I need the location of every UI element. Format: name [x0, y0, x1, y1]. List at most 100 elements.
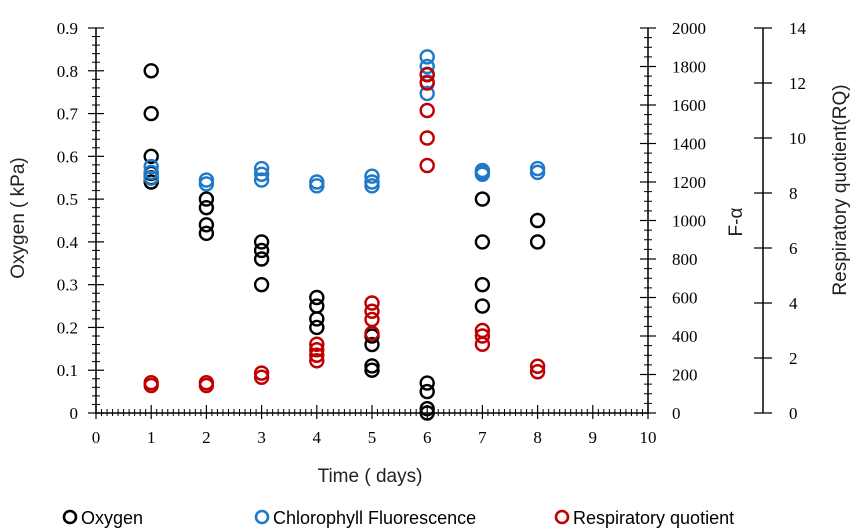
legend-marker: [62, 509, 78, 525]
data-point: [419, 383, 435, 400]
y-tick-label: 0.7: [57, 105, 79, 124]
y2-tick-label: 1600: [672, 96, 706, 115]
x-tick-label: 5: [368, 428, 377, 447]
legend-label: Oxygen: [81, 508, 143, 528]
data-point: [364, 311, 380, 328]
data-point: [364, 295, 380, 311]
data-point: [474, 166, 491, 183]
data-point: [198, 199, 215, 216]
legend-label: Chlorophyll Fluorescence: [273, 508, 476, 528]
data-point: [309, 289, 325, 306]
data-point: [474, 191, 491, 207]
y-tick-label: 0.3: [57, 276, 78, 295]
x-tick-label: 1: [147, 428, 156, 447]
y-tick-label: 0.1: [57, 361, 78, 380]
data-point: [419, 102, 435, 119]
data-point: [419, 130, 435, 146]
x-tick-label: 2: [202, 428, 211, 447]
data-point: [419, 401, 435, 417]
x-tick-label: 7: [478, 428, 487, 447]
data-point: [143, 148, 159, 165]
data-point: [474, 328, 491, 344]
data-point: [309, 319, 325, 336]
legend-marker: [554, 509, 570, 525]
x-tick-label: 8: [533, 428, 542, 447]
data-point: [419, 75, 435, 91]
data-point: [364, 168, 380, 184]
y-tick-label: 0.2: [57, 318, 78, 337]
y2-tick-label: 1200: [672, 173, 706, 192]
data-point: [143, 158, 159, 175]
y3-tick-label: 12: [789, 74, 806, 93]
y2-tick-label: 0: [672, 404, 681, 423]
data-point: [143, 375, 159, 391]
data-point: [419, 405, 435, 421]
data-point: [198, 225, 215, 242]
y-tick-label: 0.8: [57, 62, 78, 81]
data-point: [309, 347, 325, 363]
data-point: [309, 298, 325, 314]
data-point: [529, 358, 546, 374]
x-tick-label: 3: [257, 428, 266, 447]
data-point: [419, 157, 435, 174]
y-tick-label: 0.4: [57, 233, 79, 252]
y2-tick-label: 600: [672, 289, 698, 308]
data-point: [309, 178, 325, 194]
y3-tick-label: 0: [789, 404, 798, 423]
data-point: [364, 303, 380, 319]
x-tick-label: 10: [640, 428, 657, 447]
y-axis-label: Oxygen ( kPa): [8, 157, 29, 278]
data-point: [529, 164, 546, 181]
data-point: [253, 172, 270, 188]
y3-tick-label: 6: [789, 239, 798, 258]
y2-tick-label: 1000: [672, 212, 706, 231]
data-point: [364, 362, 380, 378]
y3-tick-label: 4: [789, 294, 798, 313]
data-point: [309, 336, 325, 352]
data-point: [198, 217, 215, 233]
y3-tick-label: 8: [789, 184, 798, 203]
data-point: [364, 336, 380, 353]
data-point: [253, 166, 270, 183]
x-tick-label: 6: [423, 428, 432, 447]
data-point: [143, 105, 159, 122]
y-tick-label: 0.5: [57, 190, 78, 209]
data-point: [364, 358, 380, 374]
data-point: [419, 85, 435, 102]
data-point: [143, 170, 159, 186]
data-point: [253, 242, 270, 259]
y3-tick-label: 14: [789, 19, 807, 38]
data-point: [474, 234, 491, 250]
data-point: [529, 364, 546, 380]
data-point: [198, 375, 215, 391]
data-point: [253, 276, 270, 293]
y2-tick-label: 800: [672, 250, 698, 269]
data-point: [253, 234, 270, 250]
data-point: [309, 311, 325, 327]
data-point: [253, 365, 270, 381]
data-point: [474, 276, 491, 293]
x-tick-label: 0: [92, 428, 101, 447]
data-point: [198, 176, 215, 192]
y3-axis-label: Respiratory quotient(RQ): [830, 84, 851, 295]
y2-tick-label: 1400: [672, 135, 706, 154]
y-tick-label: 0: [70, 404, 79, 423]
data-point: [364, 178, 380, 194]
data-marks: [143, 49, 546, 421]
y2-tick-label: 2000: [672, 19, 706, 38]
data-point: [419, 49, 435, 65]
data-point: [143, 164, 159, 181]
data-point: [309, 342, 325, 358]
data-point: [474, 322, 491, 339]
y3-tick-label: 10: [789, 129, 806, 148]
data-point: [198, 191, 215, 207]
data-point: [419, 375, 435, 391]
y2-tick-label: 1800: [672, 58, 706, 77]
legend-label: Respiratory quotient: [573, 508, 734, 528]
data-point: [474, 298, 491, 314]
axis-labels: Time ( days) Oxygen ( kPa) F-α Respirato…: [8, 84, 851, 487]
x-axis-label: Time ( days): [318, 466, 423, 487]
y2-tick-label: 400: [672, 327, 698, 346]
legend-marker: [254, 509, 270, 525]
